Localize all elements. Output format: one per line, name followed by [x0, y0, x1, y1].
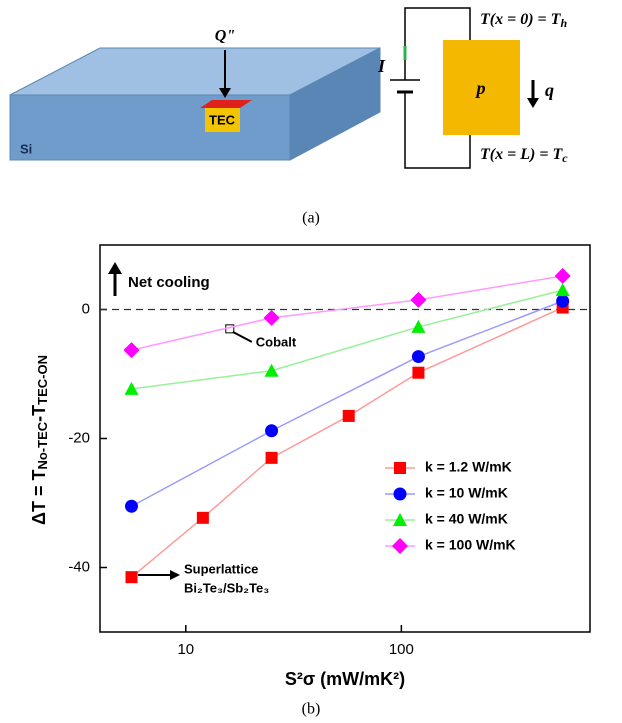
x-tick-label: 100	[389, 641, 414, 658]
marker	[410, 291, 427, 308]
marker	[265, 424, 279, 438]
wire	[404, 7, 471, 80]
legend-label: k = 1.2 W/mK	[425, 459, 512, 475]
wire	[404, 92, 471, 169]
tec-top	[200, 100, 252, 108]
marker	[125, 499, 139, 513]
y-tick-label: -40	[68, 558, 90, 575]
marker	[342, 409, 355, 422]
series-line	[131, 306, 563, 578]
y-label-sub: No-TEC	[35, 421, 50, 469]
y-tick-label: 0	[82, 300, 90, 317]
annotation: Bi₂Te₃/Sb₂Te₃	[184, 580, 269, 595]
marker	[411, 350, 425, 364]
legend-marker	[394, 462, 406, 474]
y-tick-label: -20	[68, 429, 90, 446]
marker	[264, 363, 279, 377]
tec-block	[205, 108, 240, 132]
marker	[263, 309, 280, 326]
annotation: Net cooling	[128, 274, 210, 291]
y-label-part: ΔT = T	[29, 470, 49, 525]
marker	[412, 366, 425, 379]
marker	[411, 319, 426, 333]
series-line	[131, 300, 563, 507]
hot-side-sub: h	[560, 16, 567, 30]
legend-label: k = 100 W/mK	[425, 537, 516, 553]
superlattice-arrow-head	[170, 570, 180, 580]
flux-arrow-head	[219, 88, 231, 98]
legend-label: k = 40 W/mK	[425, 511, 508, 527]
legend-label: k = 10 W/mK	[425, 485, 508, 501]
marker	[123, 342, 140, 359]
y-label-sub: TEC-ON	[35, 355, 50, 405]
marker	[555, 283, 570, 297]
cold-side-text: T(x = L) = T	[480, 146, 563, 163]
series-line	[131, 275, 563, 351]
marker	[196, 511, 209, 524]
marker	[554, 267, 571, 284]
marker	[265, 451, 278, 464]
net-cooling-arrow-head	[108, 262, 122, 274]
marker	[124, 381, 139, 395]
hot-side-label: T(x = 0) = Th	[480, 11, 567, 30]
series-line	[131, 289, 563, 390]
cold-side-sub: c	[562, 151, 568, 165]
annotation: Cobalt	[256, 334, 297, 349]
marker	[125, 571, 138, 584]
tec-label: TEC	[209, 112, 236, 127]
y-label-part: -T	[29, 405, 49, 422]
slab-diagram: TEC Q" Si	[9, 28, 381, 161]
y-axis-label: ΔT = TNo-TEC-TTEC-ON	[29, 355, 51, 525]
x-tick-label: 10	[177, 641, 194, 658]
heat-label: q	[545, 80, 554, 100]
substrate-label: Si	[20, 141, 32, 156]
hot-side-text: T(x = 0) = T	[480, 11, 562, 28]
flux-label: Q"	[215, 28, 235, 45]
element-label: p	[475, 78, 486, 98]
x-axis-label: S²σ (mW/mK²)	[285, 669, 405, 689]
caption: (a)	[302, 210, 320, 227]
annotation: Superlattice	[184, 561, 258, 576]
slab-front	[9, 94, 291, 161]
circuit-diagram	[390, 7, 539, 169]
cobalt-arrow	[232, 330, 253, 343]
annotations: Net cooling Superlattice Bi₂Te₃/Sb₂Te₃	[108, 262, 269, 595]
cold-side-label: T(x = L) = Tc	[480, 146, 568, 165]
legend-marker	[392, 538, 408, 554]
current-label: I	[377, 56, 386, 76]
legend-marker	[393, 487, 407, 501]
heat-arrow-head	[527, 98, 539, 108]
legend-marker	[393, 513, 407, 526]
p-element	[443, 40, 520, 135]
marker	[556, 294, 570, 308]
caption: (b)	[302, 701, 321, 718]
slab-side	[289, 47, 381, 161]
